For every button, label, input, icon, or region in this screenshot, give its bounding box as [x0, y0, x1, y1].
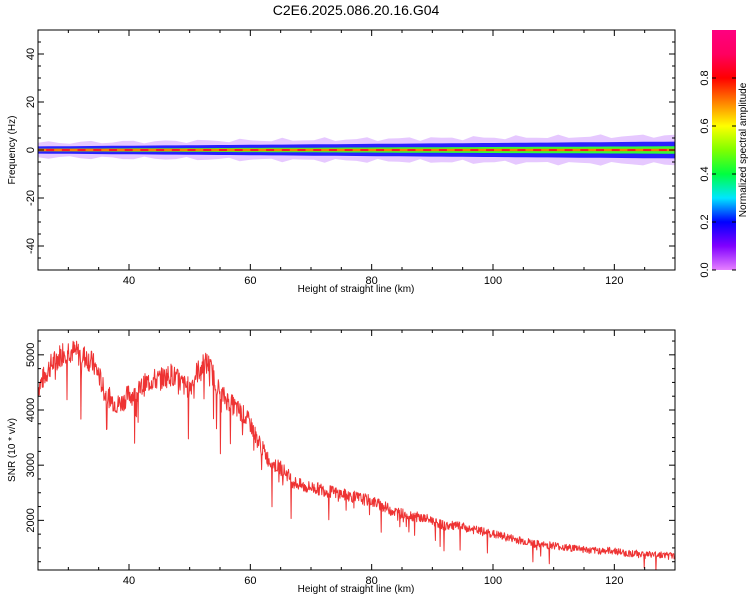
band-peak — [61, 149, 70, 151]
y-tick-label: -20 — [25, 190, 37, 206]
y-tick-label: -40 — [25, 238, 37, 254]
band-peak — [470, 149, 479, 151]
spectrogram-panel: 40 60 80 100 120 -40 -20 0 20 40 Height of straig… — [7, 29, 676, 295]
band-peak — [187, 149, 196, 151]
band-peak — [501, 149, 510, 151]
band-peak — [580, 149, 589, 151]
band-peak — [611, 149, 620, 151]
band-peak — [218, 149, 227, 151]
snr-panel: 40 60 80 100 120 2000 3000 4000 5000 Height of s… — [7, 329, 676, 595]
band-peak — [171, 149, 180, 151]
y-tick-label: 40 — [25, 48, 37, 60]
band-peak — [438, 149, 447, 151]
colorbar-tick-label: 0.8 — [699, 70, 711, 85]
spectrogram-x-label: Height of straight line (km) — [298, 284, 415, 295]
x-tick-label: 120 — [605, 275, 623, 287]
y-tick-label: 20 — [25, 96, 37, 108]
band-peak — [423, 149, 432, 151]
x-tick-label: 120 — [605, 575, 623, 587]
y-tick-label: 4000 — [25, 398, 37, 422]
band-peak — [203, 149, 212, 151]
band-peak — [517, 149, 526, 151]
colorbar-tick-label: 0.6 — [699, 118, 711, 133]
y-tick-label: 5000 — [25, 343, 37, 367]
band-peak — [281, 149, 290, 151]
band-peak — [77, 149, 86, 151]
band-peak — [297, 149, 306, 151]
band-peak — [391, 149, 400, 151]
y-tick-label: 3000 — [25, 453, 37, 477]
colorbar-label: Normalized spectral amplitude — [738, 82, 749, 217]
x-tick-label: 60 — [244, 575, 256, 587]
snr-y-label: SNR (10 * v/v) — [7, 418, 18, 482]
band-peak — [46, 149, 55, 151]
x-tick-label: 80 — [366, 275, 378, 287]
x-tick-label: 40 — [123, 575, 135, 587]
band-peak — [328, 149, 337, 151]
band-peak — [108, 149, 117, 151]
snr-x-label: Height of straight line (km) — [298, 584, 415, 595]
band-peak — [376, 149, 385, 151]
colorbar-tick-label: 0.0 — [699, 262, 711, 277]
spectrogram-ticks: 40 60 80 100 120 -40 -20 0 20 40 — [25, 29, 676, 287]
colorbar-gradient — [712, 30, 736, 270]
snr-series-line — [38, 340, 675, 570]
chart-title: C2E6.2025.086.20.16.G04 — [272, 2, 440, 18]
band-peak — [266, 149, 275, 151]
band-peak — [454, 149, 463, 151]
y-tick-label: 2000 — [25, 508, 37, 532]
band-peak — [658, 149, 667, 151]
band-peak — [486, 149, 495, 151]
snr-frame — [37, 329, 676, 571]
band-peak — [627, 149, 636, 151]
band-peak — [407, 149, 416, 151]
band-peak — [344, 149, 353, 151]
colorbar-ticks: 0.0 0.2 0.4 0.6 0.8 — [699, 70, 736, 278]
band-peak — [250, 149, 259, 151]
band-peak — [533, 149, 542, 151]
x-tick-label: 100 — [484, 575, 502, 587]
x-tick-label: 100 — [484, 275, 502, 287]
colorbar-tick-label: 0.4 — [699, 166, 711, 181]
band-peak — [596, 149, 605, 151]
band-peak — [313, 149, 322, 151]
spectrogram-band — [38, 134, 675, 166]
snr-plot-area — [38, 330, 675, 570]
colorbar: 0.0 0.2 0.4 0.6 0.8 Normalized spectral ampl… — [699, 30, 749, 278]
band-peak — [643, 149, 652, 151]
band-peak — [140, 149, 149, 151]
band-peak — [564, 149, 573, 151]
band-peak — [360, 149, 369, 151]
x-tick-label: 80 — [366, 575, 378, 587]
band-peak — [124, 149, 133, 151]
band-peak — [93, 149, 102, 151]
y-tick-label: 0 — [25, 147, 37, 153]
x-tick-label: 40 — [123, 275, 135, 287]
band-peak — [156, 149, 165, 151]
x-tick-label: 60 — [244, 275, 256, 287]
band-peak — [548, 149, 557, 151]
snr-ticks: 40 60 80 100 120 2000 3000 4000 5000 — [25, 330, 676, 587]
band-peak — [234, 149, 243, 151]
colorbar-tick-label: 0.2 — [699, 214, 711, 229]
spectrogram-y-label: Frequency (Hz) — [7, 116, 18, 185]
